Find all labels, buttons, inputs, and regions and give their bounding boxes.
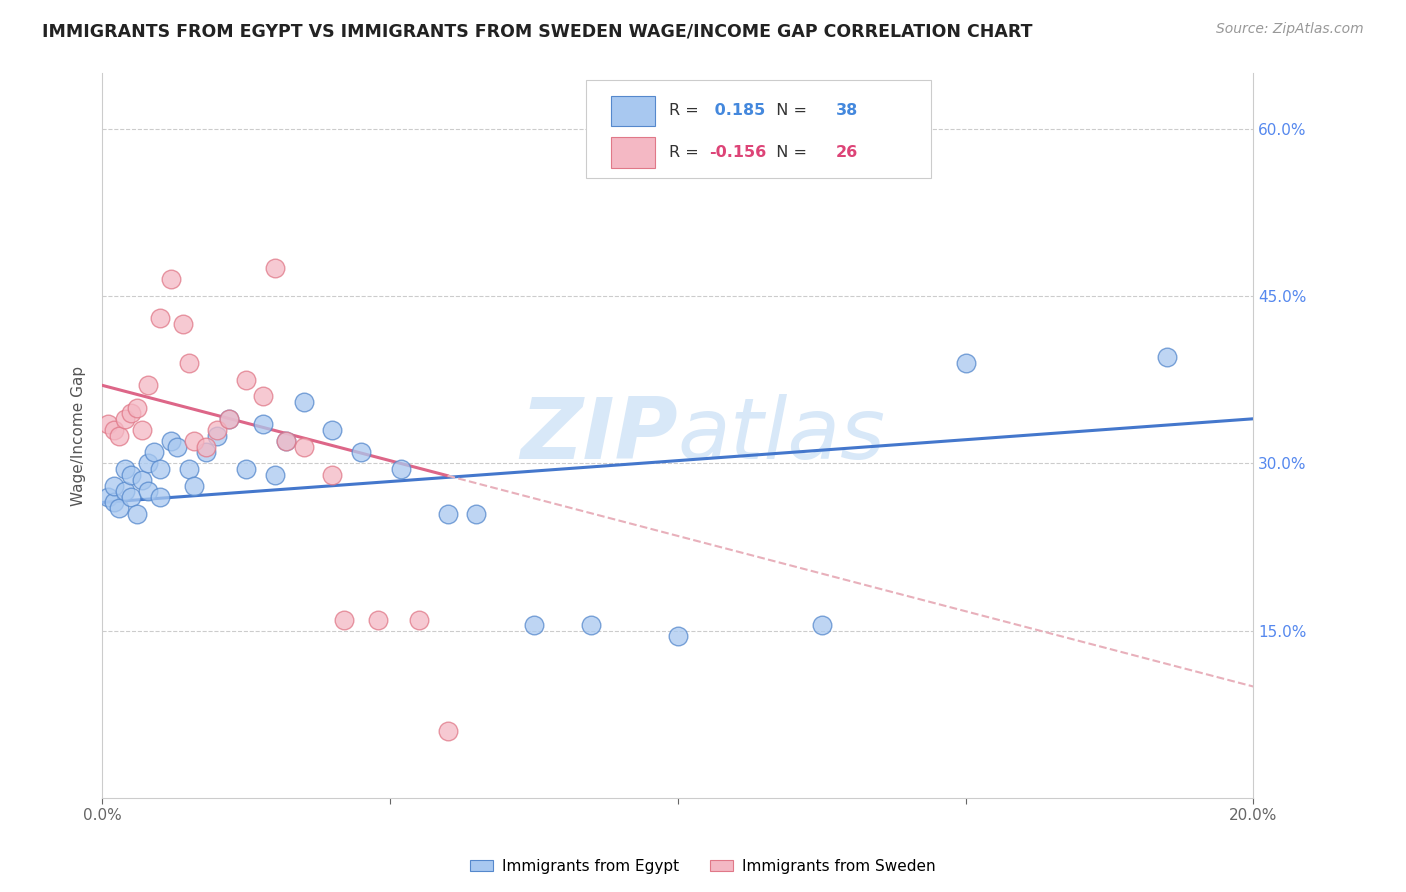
Point	[183, 434, 205, 449]
Point	[177, 462, 200, 476]
Point	[523, 618, 546, 632]
Point	[97, 490, 120, 504]
Text: 26: 26	[835, 145, 858, 160]
Text: N =: N =	[766, 103, 813, 119]
FancyBboxPatch shape	[586, 80, 931, 178]
Point	[114, 462, 136, 476]
Point	[120, 490, 142, 504]
Text: R =: R =	[668, 103, 703, 119]
Point	[149, 490, 172, 504]
Point	[97, 417, 120, 432]
Point	[1156, 351, 1178, 365]
Point	[391, 462, 413, 476]
Point	[955, 356, 977, 370]
Legend: Immigrants from Egypt, Immigrants from Sweden: Immigrants from Egypt, Immigrants from S…	[464, 853, 942, 880]
Point	[408, 613, 430, 627]
Point	[235, 462, 257, 476]
Point	[131, 423, 153, 437]
Point	[436, 724, 458, 739]
Point	[218, 411, 240, 425]
Point	[321, 467, 343, 482]
Point	[125, 401, 148, 415]
Point	[114, 411, 136, 425]
Text: R =: R =	[668, 145, 703, 160]
Point	[263, 467, 285, 482]
Point	[108, 501, 131, 516]
Point	[235, 373, 257, 387]
Point	[321, 423, 343, 437]
Point	[350, 445, 373, 459]
FancyBboxPatch shape	[612, 137, 655, 168]
Point	[581, 618, 603, 632]
Point	[172, 317, 194, 331]
Point	[218, 411, 240, 425]
Point	[367, 613, 389, 627]
Point	[333, 613, 356, 627]
Text: atlas: atlas	[678, 394, 886, 477]
Point	[252, 389, 274, 403]
Point	[207, 428, 229, 442]
Point	[136, 457, 159, 471]
Point	[252, 417, 274, 432]
Text: IMMIGRANTS FROM EGYPT VS IMMIGRANTS FROM SWEDEN WAGE/INCOME GAP CORRELATION CHAR: IMMIGRANTS FROM EGYPT VS IMMIGRANTS FROM…	[42, 22, 1032, 40]
Point	[103, 479, 125, 493]
Point	[108, 428, 131, 442]
Point	[160, 434, 183, 449]
Point	[114, 484, 136, 499]
Point	[810, 618, 832, 632]
Text: -0.156: -0.156	[709, 145, 766, 160]
Point	[131, 473, 153, 487]
FancyBboxPatch shape	[612, 95, 655, 126]
Point	[183, 479, 205, 493]
Point	[136, 378, 159, 392]
Text: Source: ZipAtlas.com: Source: ZipAtlas.com	[1216, 22, 1364, 37]
Point	[177, 356, 200, 370]
Point	[120, 406, 142, 420]
Point	[436, 507, 458, 521]
Point	[194, 440, 217, 454]
Point	[166, 440, 188, 454]
Point	[103, 423, 125, 437]
Point	[666, 629, 689, 643]
Y-axis label: Wage/Income Gap: Wage/Income Gap	[72, 366, 86, 506]
Point	[292, 440, 315, 454]
Point	[149, 311, 172, 326]
Point	[160, 272, 183, 286]
Text: 38: 38	[835, 103, 858, 119]
Text: N =: N =	[766, 145, 813, 160]
Point	[465, 507, 488, 521]
Text: ZIP: ZIP	[520, 394, 678, 477]
Point	[143, 445, 166, 459]
Point	[263, 261, 285, 276]
Point	[292, 395, 315, 409]
Point	[136, 484, 159, 499]
Point	[125, 507, 148, 521]
Point	[276, 434, 298, 449]
Point	[103, 495, 125, 509]
Point	[194, 445, 217, 459]
Point	[149, 462, 172, 476]
Point	[207, 423, 229, 437]
Point	[120, 467, 142, 482]
Point	[276, 434, 298, 449]
Text: 0.185: 0.185	[709, 103, 765, 119]
